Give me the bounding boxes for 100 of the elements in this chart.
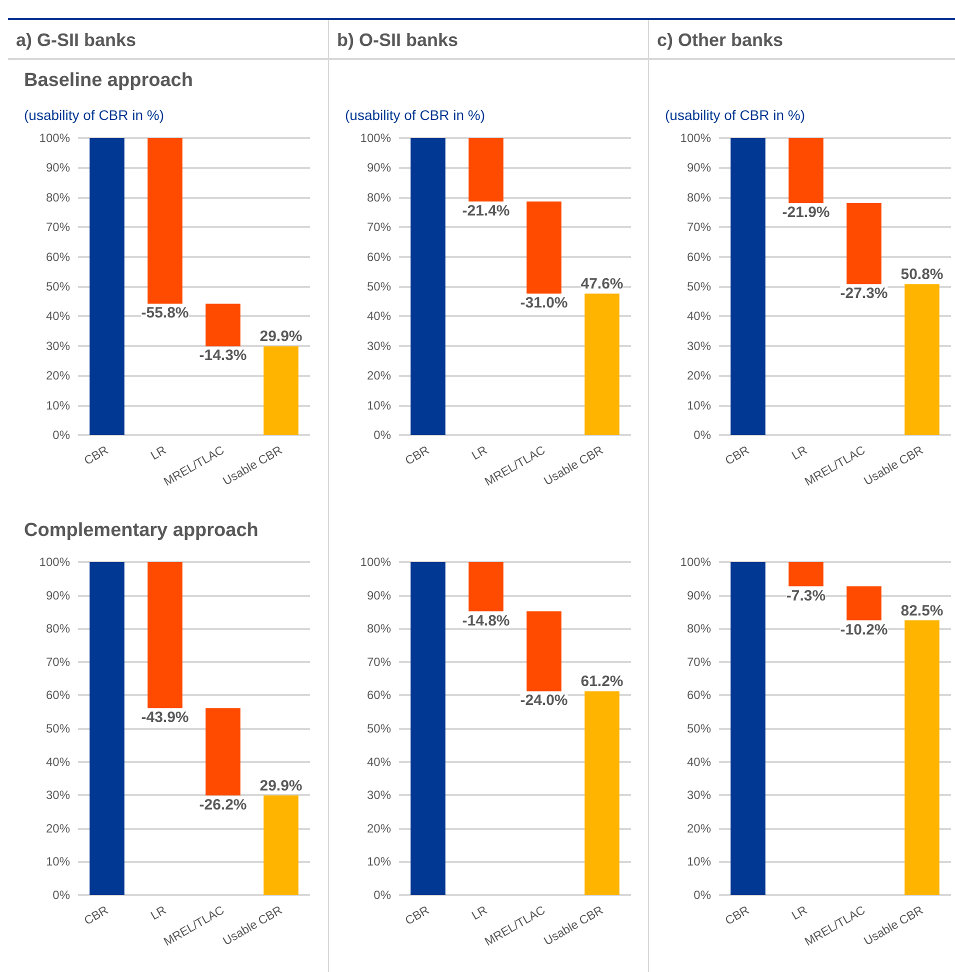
data-label: -55.8% — [141, 304, 189, 322]
y-tick-label: 90% — [46, 588, 70, 602]
y-tick-label: 30% — [46, 788, 70, 802]
x-tick-label: CBR — [402, 902, 432, 928]
bar — [730, 562, 766, 895]
data-label: 47.6% — [580, 276, 624, 293]
y-tick-label: 70% — [366, 654, 392, 669]
y-tick-label: 40% — [366, 754, 392, 769]
y-tick-label: 100% — [360, 555, 392, 569]
data-label: -24.0% — [520, 692, 568, 710]
y-tick-label: 20% — [366, 368, 392, 383]
y-tick-label: 70% — [686, 654, 712, 669]
y-tick-label: 60% — [686, 688, 712, 702]
y-tick-label: 50% — [46, 722, 70, 736]
bar — [206, 708, 240, 796]
y-tick-label: 80% — [686, 622, 712, 636]
data-label: -14.3% — [199, 347, 247, 364]
bar — [264, 795, 298, 895]
y-tick-label: 20% — [686, 821, 712, 836]
y-tick-label: 100% — [360, 131, 392, 145]
y-tick-label: 100% — [39, 555, 70, 569]
bar — [526, 611, 562, 692]
y-axis-title: (usability of CBR in %) — [664, 106, 806, 125]
bar — [904, 620, 940, 895]
y-tick-label: 10% — [686, 854, 712, 869]
y-tick-label: 40% — [366, 309, 392, 324]
y-tick-label: 30% — [366, 788, 392, 802]
bar — [526, 202, 562, 294]
y-tick-label: 0% — [694, 428, 712, 442]
y-tick-label: 70% — [46, 220, 70, 234]
y-tick-label: 0% — [52, 888, 70, 902]
y-tick-label: 30% — [686, 338, 712, 353]
y-tick-label: 40% — [46, 309, 70, 324]
x-tick-label: CBR — [722, 442, 752, 468]
y-tick-label: 60% — [366, 250, 392, 264]
data-label: 29.9% — [260, 328, 302, 346]
bar — [846, 203, 882, 284]
x-tick-label: CBR — [722, 902, 752, 928]
y-tick-label: 30% — [46, 338, 70, 353]
y-tick-label: 0% — [694, 888, 712, 902]
bar — [148, 138, 182, 304]
chart-title: c) Other banks — [649, 20, 955, 60]
y-tick-label: 80% — [366, 190, 392, 204]
data-label: -21.9% — [782, 204, 830, 222]
chart-title: b) O-SII banks — [329, 20, 649, 60]
y-tick-label: 40% — [686, 309, 712, 324]
y-tick-label: 60% — [46, 688, 70, 702]
bar — [468, 138, 504, 202]
bar — [584, 691, 620, 895]
y-tick-label: 20% — [366, 821, 392, 836]
y-tick-label: 10% — [366, 398, 392, 412]
data-label: 29.9% — [260, 777, 302, 794]
y-tick-label: 80% — [686, 190, 712, 204]
data-label: -10.2% — [840, 621, 888, 638]
data-label: 50.8% — [900, 266, 944, 284]
y-tick-label: 50% — [366, 280, 392, 294]
y-tick-label: 70% — [686, 220, 712, 234]
y-tick-label: 50% — [686, 280, 712, 294]
y-tick-label: 0% — [374, 888, 392, 902]
data-label: -26.2% — [199, 796, 247, 814]
x-tick-label: CBR — [82, 902, 111, 928]
y-tick-label: 30% — [366, 338, 392, 353]
data-label: -43.9% — [141, 709, 189, 726]
y-tick-label: 70% — [366, 220, 392, 234]
y-tick-label: 10% — [46, 398, 70, 412]
y-axis-title: (usability of CBR in %) — [23, 106, 166, 125]
y-tick-label: 0% — [374, 428, 392, 442]
y-tick-label: 80% — [46, 190, 70, 204]
y-tick-label: 100% — [680, 131, 712, 145]
y-tick-label: 20% — [46, 368, 70, 383]
chart-title: a) G-SII banks — [8, 20, 328, 60]
y-tick-label: 30% — [686, 788, 712, 802]
y-tick-label: 100% — [39, 131, 70, 145]
bar — [846, 586, 882, 620]
y-tick-label: 40% — [46, 754, 70, 769]
y-tick-label: 60% — [366, 688, 392, 702]
y-tick-label: 10% — [366, 854, 392, 869]
y-tick-label: 50% — [686, 722, 712, 736]
data-label: -21.4% — [462, 202, 510, 220]
bar — [730, 138, 766, 435]
bar — [148, 562, 182, 708]
x-tick-label: CBR — [82, 442, 111, 468]
y-tick-label: 40% — [686, 754, 712, 769]
bar — [206, 304, 240, 346]
y-tick-label: 20% — [46, 821, 70, 836]
data-label: -31.0% — [520, 294, 568, 312]
bar — [788, 138, 824, 204]
bar — [90, 562, 124, 895]
x-tick-label: CBR — [402, 442, 432, 468]
bar — [468, 562, 504, 612]
data-label: -14.8% — [462, 612, 510, 630]
bar — [788, 562, 824, 586]
bar — [264, 346, 298, 435]
y-tick-label: 10% — [46, 854, 70, 869]
y-tick-label: 60% — [46, 250, 70, 264]
y-tick-label: 50% — [46, 280, 70, 294]
y-tick-label: 90% — [686, 160, 712, 175]
y-axis-title: (usability of CBR in %) — [344, 106, 486, 125]
data-label: 82.5% — [900, 602, 944, 620]
y-tick-label: 0% — [52, 428, 70, 442]
